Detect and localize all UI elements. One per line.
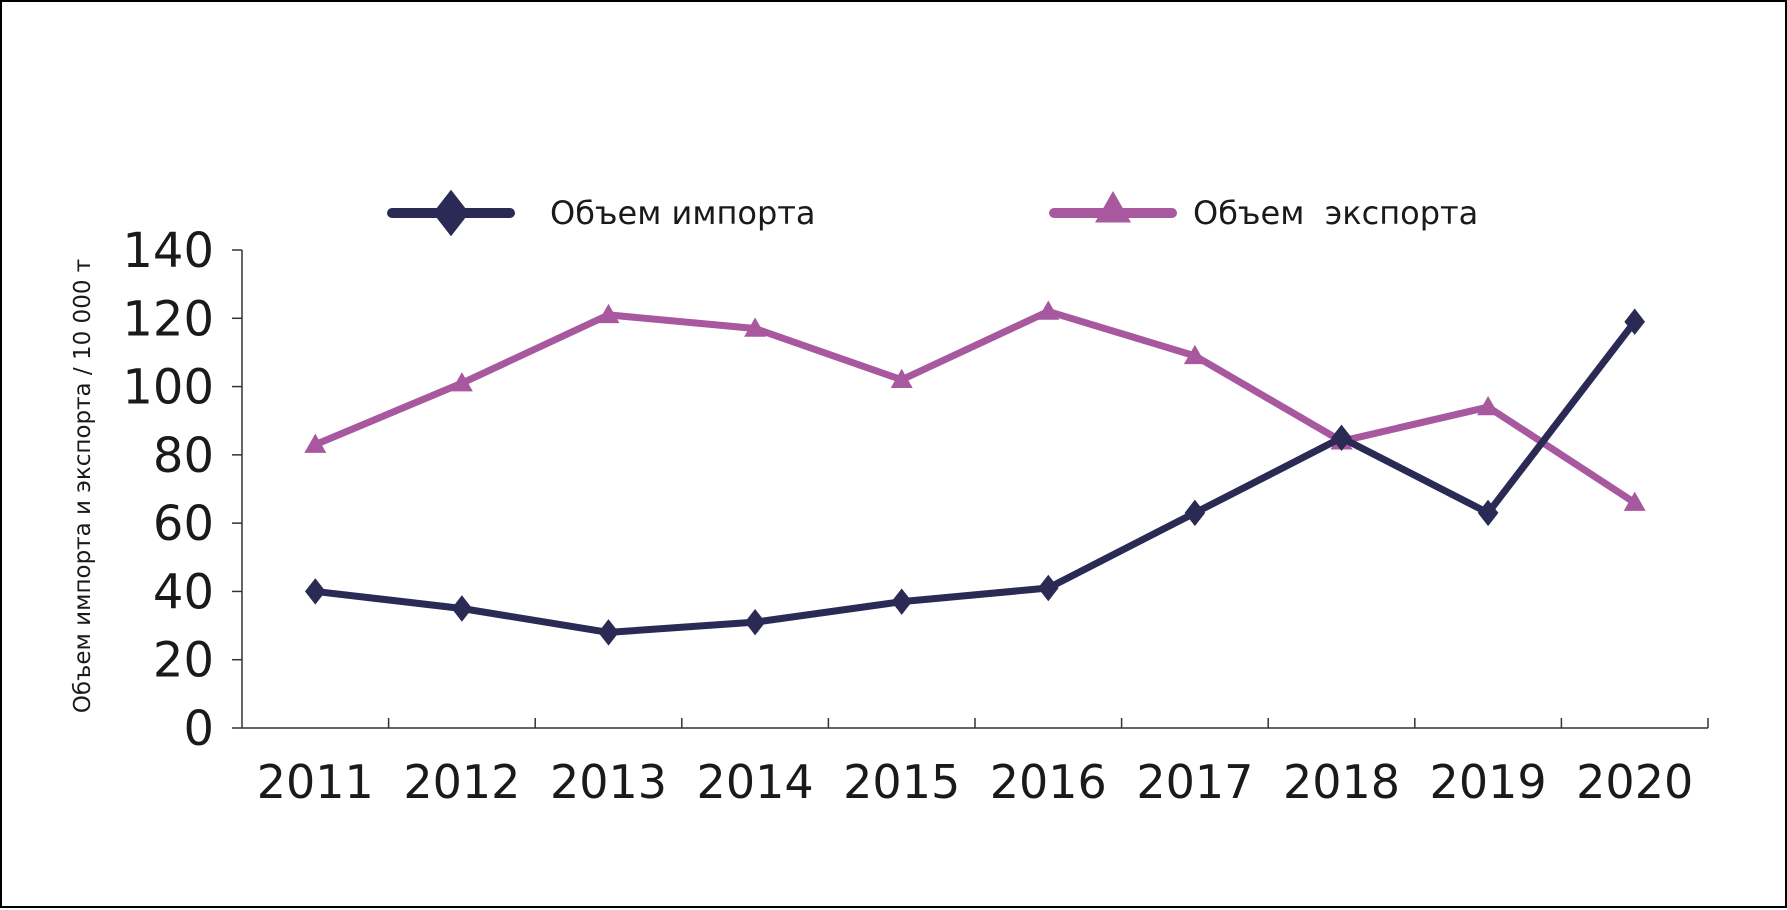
axes: [232, 249, 1709, 729]
series-export: [304, 300, 1646, 511]
x-tick-label: 2011: [257, 755, 374, 809]
data-point-triangle: [1037, 300, 1060, 320]
data-point-diamond: [891, 588, 913, 615]
y-tick-label: 120: [122, 291, 214, 347]
data-point-triangle: [1183, 344, 1206, 365]
y-tick-label: 60: [153, 496, 214, 552]
legend-label: Объем импорта: [550, 194, 816, 232]
series-layer: [304, 300, 1646, 646]
legend-marker-triangle: [1095, 191, 1131, 223]
data-point-diamond: [451, 595, 473, 622]
legend-item-import: Объем импорта: [387, 189, 816, 237]
data-point-diamond: [1477, 499, 1499, 527]
data-point-diamond: [1184, 499, 1206, 527]
x-tick-label: 2020: [1576, 755, 1693, 809]
data-point-triangle: [1477, 396, 1500, 416]
legend-marker-diamond: [432, 189, 470, 237]
y-tick-label: 20: [153, 633, 214, 689]
series-line: [311, 318, 1639, 636]
data-point-triangle: [744, 317, 767, 337]
y-tick-label: 140: [122, 223, 214, 279]
y-tick-label: 100: [122, 360, 214, 416]
x-tick-label: 2012: [403, 755, 520, 809]
legend: Объем импорта Объем экспорта: [387, 189, 1478, 237]
data-point-triangle: [1623, 491, 1646, 511]
y-axis-label: Объем импорта и экспорта / 10 000 т: [70, 259, 96, 713]
data-point-triangle: [304, 433, 327, 453]
x-tick-label: 2015: [843, 755, 960, 809]
x-tick-label: 2017: [1136, 755, 1253, 809]
x-tick-label: 2019: [1430, 755, 1547, 809]
x-tick-label: 2018: [1283, 755, 1400, 809]
x-tick-label: 2016: [990, 755, 1107, 809]
data-point-triangle: [597, 303, 620, 324]
x-tick-label: 2013: [550, 755, 667, 809]
data-point-diamond: [304, 578, 326, 605]
y-tick-label: 0: [183, 701, 214, 757]
y-tick-label: 40: [153, 564, 214, 620]
data-point-diamond: [1331, 424, 1352, 452]
data-point-diamond: [744, 608, 766, 636]
y-tick-label: 80: [153, 428, 214, 484]
legend-item-export: Объем экспорта: [1049, 191, 1478, 232]
series-line: [311, 307, 1639, 507]
data-point-diamond: [1037, 574, 1059, 602]
data-point-triangle: [890, 368, 913, 388]
x-tick-labels: 2011 2012 2013 2014 2015 2016 2017 2018 2019 2020: [257, 755, 1693, 809]
legend-label: Объем экспорта: [1193, 194, 1478, 232]
y-tick-labels: 0 20 40 60 80 100 120 140: [122, 223, 214, 757]
data-point-diamond: [598, 619, 619, 646]
data-point-diamond: [1624, 308, 1646, 335]
series-import: [304, 308, 1646, 646]
x-tick-label: 2014: [697, 755, 814, 809]
data-point-triangle: [450, 372, 473, 392]
